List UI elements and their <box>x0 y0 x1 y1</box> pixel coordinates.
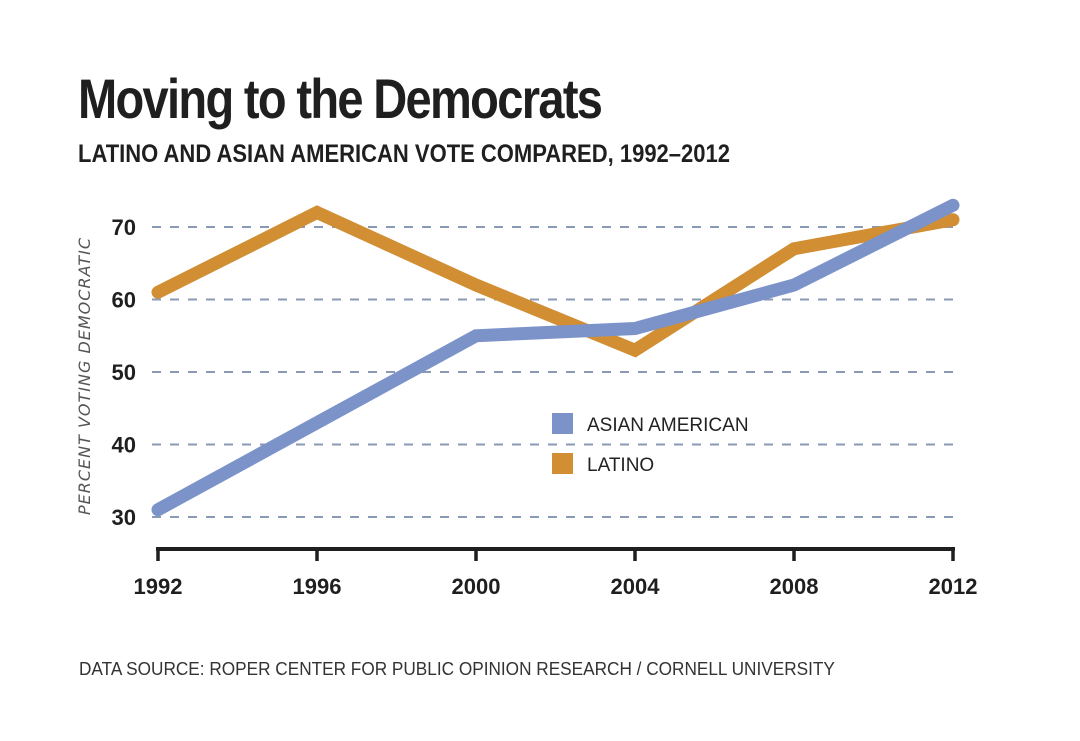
x-tick-label-1996: 1996 <box>293 574 342 599</box>
legend-swatch-latino <box>552 453 573 474</box>
x-tick-label-2008: 2008 <box>770 574 819 599</box>
legend-label-asian-american: ASIAN AMERICAN <box>587 415 749 436</box>
x-axis: 1992 1996 2000 2004 2008 2012 <box>134 547 978 599</box>
series-lines <box>151 198 960 517</box>
y-tick-label-70: 70 <box>112 215 136 240</box>
y-tick-label-50: 50 <box>112 360 136 385</box>
y-tick-label-40: 40 <box>112 433 136 458</box>
x-tick-label-2004: 2004 <box>611 574 661 599</box>
series-line-latino <box>151 205 960 358</box>
x-tick-label-1992: 1992 <box>134 574 183 599</box>
x-tick-label-2000: 2000 <box>452 574 501 599</box>
y-axis-ticks: 30 40 50 60 70 <box>112 215 136 530</box>
series-line-asian-american <box>151 198 960 517</box>
y-axis-label: PERCENT VOTING DEMOCRATIC <box>75 237 94 515</box>
legend-swatch-asian-american <box>552 413 573 434</box>
legend-item-asian-american: ASIAN AMERICAN <box>552 413 749 436</box>
data-source-note: DATA SOURCE: ROPER CENTER FOR PUBLIC OPI… <box>79 658 835 679</box>
y-tick-label-30: 30 <box>112 505 136 530</box>
chart-subtitle: LATINO AND ASIAN AMERICAN VOTE COMPARED,… <box>78 140 730 168</box>
legend-label-latino: LATINO <box>587 455 654 476</box>
legend: ASIAN AMERICAN LATINO <box>552 413 749 476</box>
y-tick-label-60: 60 <box>112 288 136 313</box>
legend-item-latino: LATINO <box>552 453 654 476</box>
chart-title: Moving to the Democrats <box>78 67 603 130</box>
x-tick-label-2012: 2012 <box>929 574 978 599</box>
